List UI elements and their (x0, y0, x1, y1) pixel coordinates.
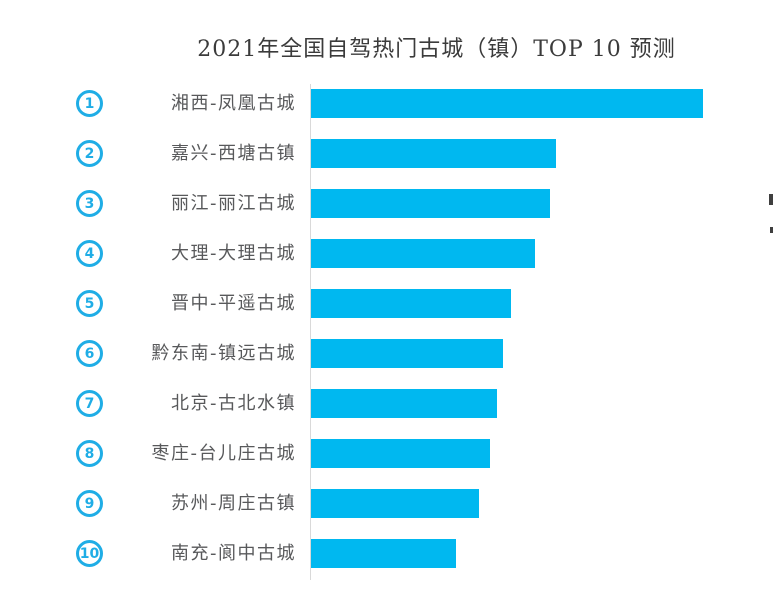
chart-row: 6 黔东南-镇远古城 (0, 339, 773, 368)
chart-row: 4 大理-大理古城 (0, 239, 773, 268)
chart-row: 10 南充-阆中古城 (0, 539, 773, 568)
rank-badge: 6 (76, 340, 103, 367)
bar (311, 439, 490, 468)
category-label: 湘西-凤凰古城 (171, 93, 296, 114)
cropped-glyph-artifact (769, 194, 773, 205)
bar (311, 489, 479, 518)
rank-badge: 5 (76, 290, 103, 317)
rank-badge: 8 (76, 440, 103, 467)
category-label: 晋中-平遥古城 (171, 293, 296, 314)
chart-row: 3 丽江-丽江古城 (0, 189, 773, 218)
chart-row: 7 北京-古北水镇 (0, 389, 773, 418)
chart-row: 5 晋中-平遥古城 (0, 289, 773, 318)
bar (311, 539, 456, 568)
rank-badge: 9 (76, 490, 103, 517)
bar (311, 339, 503, 368)
chart-row: 1 湘西-凤凰古城 (0, 89, 773, 118)
bar (311, 389, 497, 418)
chart-title: 2021年全国自驾热门古城（镇）TOP 10 预测 (197, 37, 676, 62)
bar (311, 239, 535, 268)
category-label: 南充-阆中古城 (171, 543, 296, 564)
rank-badge: 4 (76, 240, 103, 267)
chart-row: 2 嘉兴-西塘古镇 (0, 139, 773, 168)
category-label: 北京-古北水镇 (171, 393, 296, 414)
category-label: 大理-大理古城 (171, 243, 296, 264)
bar (311, 89, 703, 118)
category-label: 黔东南-镇远古城 (151, 343, 296, 364)
chart-rows: 1 湘西-凤凰古城 2 嘉兴-西塘古镇 3 丽江-丽江古城 4 大理-大理古城 5 晋中-平遥古城… (0, 89, 773, 589)
category-label: 丽江-丽江古城 (171, 193, 296, 214)
chart-row: 9 苏州-周庄古镇 (0, 489, 773, 518)
rank-badge: 3 (76, 190, 103, 217)
bar (311, 289, 511, 318)
rank-badge: 2 (76, 140, 103, 167)
rank-badge: 10 (76, 540, 103, 567)
rank-badge: 1 (76, 90, 103, 117)
chart-row: 8 枣庄-台儿庄古城 (0, 439, 773, 468)
cropped-glyph-artifact (770, 227, 773, 233)
category-label: 苏州-周庄古镇 (171, 493, 296, 514)
y-axis-line (310, 84, 311, 580)
category-label: 枣庄-台儿庄古城 (151, 443, 296, 464)
category-label: 嘉兴-西塘古镇 (171, 143, 296, 164)
bar (311, 189, 550, 218)
rank-badge: 7 (76, 390, 103, 417)
bar (311, 139, 556, 168)
